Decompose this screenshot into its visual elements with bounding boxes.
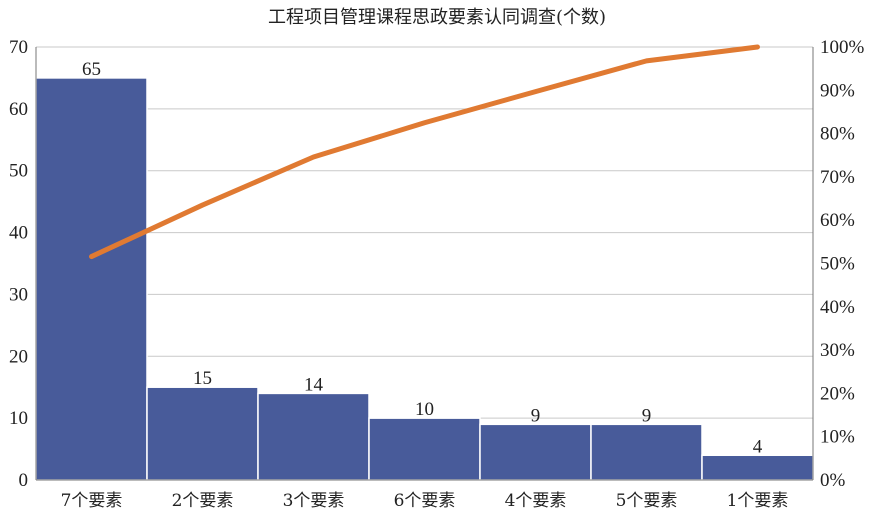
chart-title: 工程项目管理课程思政要素认同调查(个数) bbox=[268, 7, 606, 28]
bar-2 bbox=[257, 392, 370, 481]
data-labels: 65 15 14 10 9 9 4 bbox=[82, 59, 763, 457]
data-label: 4 bbox=[753, 436, 763, 457]
y2-tick-label: 0% bbox=[820, 470, 846, 491]
y2-tick-label: 70% bbox=[820, 167, 855, 188]
x-tick-label: 4个要素 bbox=[505, 491, 567, 511]
data-label: 10 bbox=[415, 399, 434, 420]
x-tick-label: 6个要素 bbox=[394, 491, 456, 511]
data-label: 15 bbox=[193, 368, 212, 389]
bar-0 bbox=[35, 77, 148, 481]
y-tick-label: 60 bbox=[9, 99, 28, 120]
y2-tick-label: 20% bbox=[820, 383, 855, 404]
y-tick-label: 20 bbox=[9, 346, 28, 367]
data-label: 9 bbox=[642, 405, 652, 426]
y2-tick-label: 30% bbox=[820, 340, 855, 361]
y2-tick-label: 40% bbox=[820, 297, 855, 318]
x-axis: 7个要素 2个要素 3个要素 6个要素 4个要素 5个要素 1个要素 bbox=[36, 479, 813, 511]
data-label: 9 bbox=[531, 405, 541, 426]
y-tick-label: 40 bbox=[9, 223, 28, 244]
cumulative-line bbox=[89, 44, 760, 260]
y-tick-label: 30 bbox=[9, 284, 28, 305]
y2-tick-label: 60% bbox=[820, 210, 855, 231]
cumulative-percent-line bbox=[89, 44, 760, 260]
y-tick-label: 50 bbox=[9, 161, 28, 182]
y-tick-label: 0 bbox=[19, 470, 29, 491]
x-tick-label: 3个要素 bbox=[283, 491, 345, 511]
bar-5 bbox=[590, 423, 703, 481]
x-tick-label: 1个要素 bbox=[727, 491, 789, 511]
y2-tick-label: 80% bbox=[820, 124, 855, 145]
data-label: 65 bbox=[82, 59, 101, 80]
y2-tick-label: 10% bbox=[820, 427, 855, 448]
y-axis-left: 0 10 20 30 40 50 60 70 bbox=[9, 37, 37, 491]
y2-tick-label: 50% bbox=[820, 254, 855, 275]
data-label: 14 bbox=[304, 374, 324, 395]
y2-tick-label: 100% bbox=[820, 37, 865, 58]
y-tick-label: 70 bbox=[9, 37, 28, 58]
bar-4 bbox=[479, 423, 592, 481]
y-axis-right: 0% 10% 20% 30% 40% 50% 60% 70% 80% 90% 100% bbox=[812, 37, 865, 491]
x-tick-label: 5个要素 bbox=[616, 491, 678, 511]
x-tick-label: 7个要素 bbox=[61, 491, 123, 511]
y2-tick-label: 90% bbox=[820, 80, 855, 101]
bar-6 bbox=[701, 454, 814, 481]
bar-3 bbox=[368, 417, 481, 481]
y-tick-label: 10 bbox=[9, 408, 28, 429]
x-tick-label: 2个要素 bbox=[172, 491, 234, 511]
bar-1 bbox=[146, 386, 259, 481]
